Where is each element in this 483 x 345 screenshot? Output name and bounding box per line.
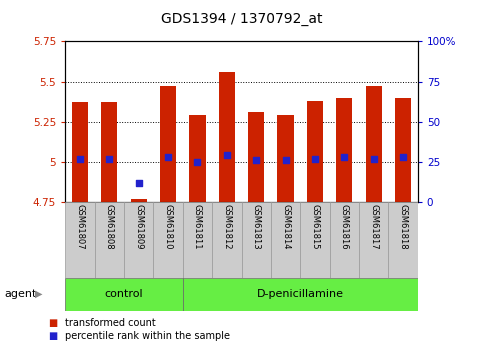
Text: GSM61813: GSM61813 bbox=[252, 204, 261, 250]
Bar bbox=[65, 202, 95, 278]
Point bbox=[105, 156, 113, 161]
Text: GSM61816: GSM61816 bbox=[340, 204, 349, 250]
Text: GSM61810: GSM61810 bbox=[164, 204, 172, 249]
Text: GSM61818: GSM61818 bbox=[398, 204, 408, 250]
Point bbox=[399, 154, 407, 160]
Bar bbox=[366, 86, 382, 202]
Text: GSM61817: GSM61817 bbox=[369, 204, 378, 250]
Point bbox=[194, 159, 201, 165]
Text: GDS1394 / 1370792_at: GDS1394 / 1370792_at bbox=[161, 12, 322, 26]
Text: ■: ■ bbox=[48, 318, 57, 327]
Text: D-penicillamine: D-penicillamine bbox=[257, 289, 344, 299]
Bar bbox=[359, 202, 388, 278]
Point bbox=[223, 152, 231, 158]
Bar bbox=[95, 202, 124, 278]
Bar bbox=[329, 202, 359, 278]
Bar bbox=[307, 101, 323, 202]
Point bbox=[164, 154, 172, 160]
Bar bbox=[72, 102, 88, 202]
Bar bbox=[130, 199, 147, 202]
Text: percentile rank within the sample: percentile rank within the sample bbox=[65, 332, 230, 341]
Bar bbox=[278, 115, 294, 202]
Text: GSM61815: GSM61815 bbox=[311, 204, 319, 249]
Bar bbox=[212, 202, 242, 278]
Bar bbox=[242, 202, 271, 278]
Bar bbox=[271, 202, 300, 278]
Point bbox=[282, 157, 289, 163]
Bar bbox=[101, 102, 117, 202]
Point bbox=[76, 156, 84, 161]
Point bbox=[252, 157, 260, 163]
Text: GSM61807: GSM61807 bbox=[75, 204, 85, 250]
Point bbox=[341, 154, 348, 160]
Text: GSM61812: GSM61812 bbox=[222, 204, 231, 249]
Text: ■: ■ bbox=[48, 332, 57, 341]
Text: GSM61808: GSM61808 bbox=[105, 204, 114, 250]
Bar bbox=[336, 98, 353, 202]
Bar bbox=[395, 98, 411, 202]
Bar bbox=[183, 202, 212, 278]
Bar bbox=[154, 202, 183, 278]
Text: GSM61809: GSM61809 bbox=[134, 204, 143, 249]
Point bbox=[370, 156, 378, 161]
Text: GSM61811: GSM61811 bbox=[193, 204, 202, 249]
Text: ▶: ▶ bbox=[35, 289, 43, 299]
Bar bbox=[160, 86, 176, 202]
Text: transformed count: transformed count bbox=[65, 318, 156, 327]
Bar bbox=[65, 278, 183, 310]
Bar bbox=[300, 202, 329, 278]
Point bbox=[135, 180, 142, 185]
Bar bbox=[219, 72, 235, 202]
Bar bbox=[248, 112, 264, 202]
Bar bbox=[183, 278, 418, 310]
Bar bbox=[388, 202, 418, 278]
Text: GSM61814: GSM61814 bbox=[281, 204, 290, 249]
Bar bbox=[189, 115, 205, 202]
Bar bbox=[124, 202, 154, 278]
Text: agent: agent bbox=[5, 289, 37, 299]
Text: control: control bbox=[105, 289, 143, 299]
Point bbox=[311, 156, 319, 161]
